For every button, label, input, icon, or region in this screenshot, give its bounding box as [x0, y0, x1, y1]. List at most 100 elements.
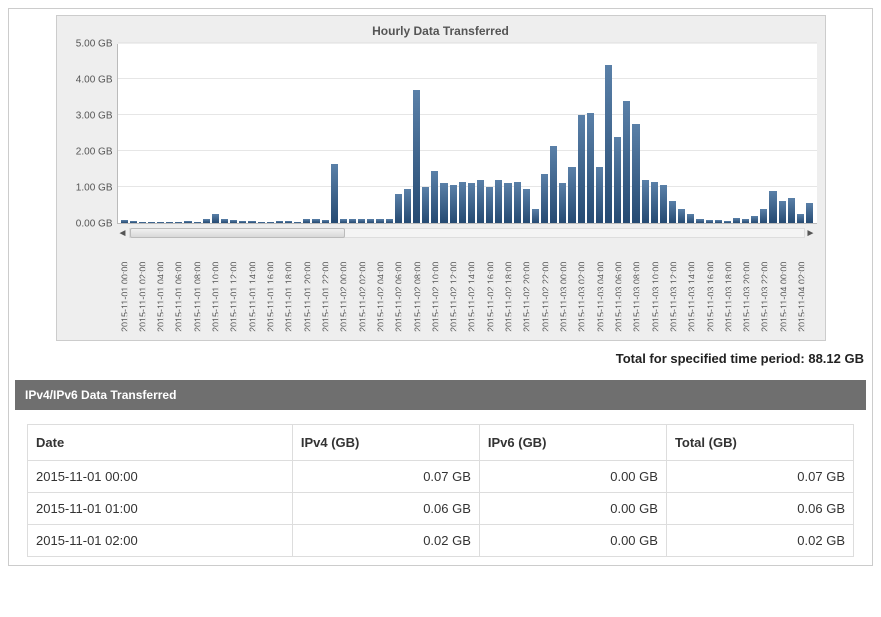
- chart-bar[interactable]: [559, 183, 566, 223]
- chart-bar[interactable]: [230, 220, 237, 223]
- x-tick-label: 2015-11-03 14:00: [687, 244, 694, 332]
- chart-bar[interactable]: [514, 182, 521, 223]
- chart-bar[interactable]: [267, 222, 274, 223]
- chart-bar[interactable]: [706, 220, 713, 223]
- chart-bar[interactable]: [623, 101, 630, 223]
- chart-plot-area: [117, 44, 817, 224]
- chart-bar[interactable]: [358, 219, 365, 223]
- table-column-header[interactable]: Total (GB): [666, 425, 853, 461]
- chart-bar[interactable]: [166, 222, 173, 223]
- chart-bar[interactable]: [477, 180, 484, 223]
- table-column-header[interactable]: Date: [28, 425, 293, 461]
- chart-bar[interactable]: [148, 222, 155, 223]
- chart-bar[interactable]: [404, 189, 411, 223]
- chart-bar[interactable]: [157, 222, 164, 223]
- chart-bar[interactable]: [596, 167, 603, 223]
- chart-bar[interactable]: [431, 171, 438, 223]
- chart-bar[interactable]: [468, 183, 475, 223]
- chart-bar[interactable]: [331, 164, 338, 223]
- chart-bar[interactable]: [769, 191, 776, 223]
- chart-bar[interactable]: [221, 219, 228, 223]
- chart-bar[interactable]: [632, 124, 639, 223]
- chart-bar[interactable]: [367, 219, 374, 223]
- chart-bar[interactable]: [724, 221, 731, 223]
- chart-bar[interactable]: [486, 187, 493, 223]
- chart-bar[interactable]: [660, 185, 667, 223]
- chart-bar[interactable]: [184, 221, 191, 223]
- chart-bar[interactable]: [541, 174, 548, 223]
- chart-bar[interactable]: [678, 209, 685, 223]
- chart-bar[interactable]: [742, 219, 749, 223]
- chart-bar[interactable]: [642, 180, 649, 223]
- chart-bar[interactable]: [395, 194, 402, 223]
- chart-bar[interactable]: [760, 209, 767, 223]
- chart-bar[interactable]: [779, 201, 786, 223]
- chart-bar[interactable]: [121, 220, 128, 223]
- chart-bar[interactable]: [340, 219, 347, 223]
- chart-bar[interactable]: [413, 90, 420, 223]
- chart-bar[interactable]: [797, 214, 804, 223]
- x-tick-label: 2015-11-02 18:00: [504, 244, 511, 332]
- chart-bar[interactable]: [349, 219, 356, 223]
- chart-bar[interactable]: [651, 182, 658, 223]
- chart-bar[interactable]: [687, 214, 694, 223]
- x-tick-label: 2015-11-03 12:00: [669, 244, 676, 332]
- chart-bar[interactable]: [194, 222, 201, 223]
- chart-bar[interactable]: [788, 198, 795, 223]
- chart-bar[interactable]: [312, 219, 319, 223]
- chart-scrollbar[interactable]: ◄ ►: [117, 226, 817, 240]
- chart-bar[interactable]: [303, 219, 310, 223]
- chart-bar[interactable]: [322, 220, 329, 223]
- chart-bar[interactable]: [276, 221, 283, 223]
- chart-bar[interactable]: [532, 209, 539, 223]
- scroll-left-arrow-icon[interactable]: ◄: [117, 228, 129, 239]
- x-tick-label: 2015-11-01 20:00: [303, 244, 310, 332]
- chart-bar[interactable]: [523, 189, 530, 223]
- chart-bar[interactable]: [294, 222, 301, 223]
- chart-bar[interactable]: [248, 221, 255, 223]
- chart-bar[interactable]: [440, 183, 447, 223]
- x-tick-label: [641, 244, 648, 332]
- chart-bar[interactable]: [376, 219, 383, 223]
- chart-bar[interactable]: [130, 221, 137, 223]
- chart-bar[interactable]: [504, 183, 511, 223]
- chart-bar[interactable]: [578, 115, 585, 223]
- chart-bar[interactable]: [669, 201, 676, 223]
- gridline: [118, 42, 817, 43]
- chart-bar[interactable]: [386, 219, 393, 223]
- chart-bar[interactable]: [614, 137, 621, 223]
- chart-bar[interactable]: [422, 187, 429, 223]
- chart-bar[interactable]: [212, 214, 219, 223]
- chart-bar[interactable]: [450, 185, 457, 223]
- chart-bar[interactable]: [587, 113, 594, 223]
- x-tick-label: 2015-11-01 14:00: [248, 244, 255, 332]
- chart-bar[interactable]: [203, 219, 210, 223]
- chart-bar[interactable]: [605, 65, 612, 223]
- table-column-header[interactable]: IPv6 (GB): [479, 425, 666, 461]
- chart-bar[interactable]: [550, 146, 557, 223]
- table-cell: 2015-11-01 01:00: [28, 493, 293, 525]
- chart-bar[interactable]: [715, 220, 722, 223]
- chart-bar[interactable]: [806, 203, 813, 223]
- chart-bar[interactable]: [239, 221, 246, 223]
- chart-bar[interactable]: [733, 218, 740, 223]
- x-tick-label: [330, 244, 337, 332]
- scroll-track[interactable]: [129, 228, 805, 238]
- scroll-thumb[interactable]: [130, 228, 346, 238]
- x-tick-label: 2015-11-02 10:00: [431, 244, 438, 332]
- chart-bar[interactable]: [139, 222, 146, 223]
- chart-bar[interactable]: [258, 222, 265, 223]
- x-tick-label: 2015-11-02 16:00: [486, 244, 493, 332]
- chart-bar[interactable]: [175, 222, 182, 223]
- scroll-right-arrow-icon[interactable]: ►: [805, 228, 817, 239]
- table-cell: 0.00 GB: [479, 525, 666, 557]
- chart-bar[interactable]: [285, 221, 292, 223]
- x-tick-label: 2015-11-03 06:00: [614, 244, 621, 332]
- chart-bar[interactable]: [696, 219, 703, 223]
- chart-bar[interactable]: [751, 216, 758, 223]
- chart-bar[interactable]: [495, 180, 502, 223]
- chart-bar[interactable]: [568, 167, 575, 223]
- table-column-header[interactable]: IPv4 (GB): [292, 425, 479, 461]
- chart-bar[interactable]: [459, 182, 466, 223]
- x-tick-label: [220, 244, 227, 332]
